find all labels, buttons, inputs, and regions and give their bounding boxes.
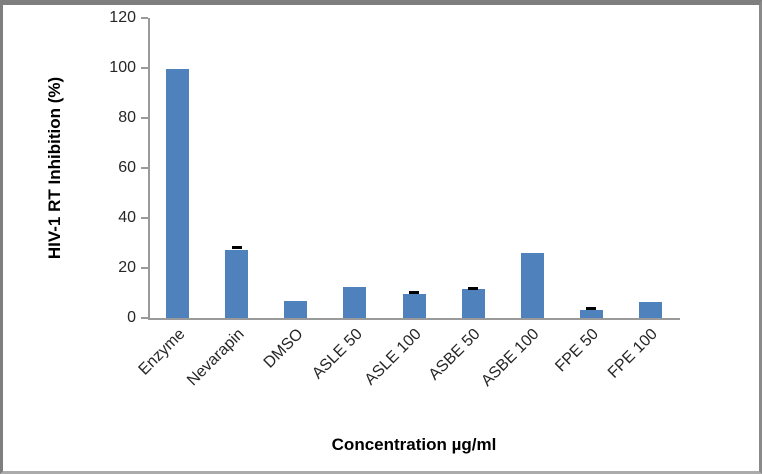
error-bar-cap: [231, 246, 242, 250]
error-bar-cap: [586, 307, 597, 311]
x-tick-label: FPE 100: [605, 325, 662, 382]
y-tick-label: 0: [127, 309, 136, 326]
x-tick-label: DMSO: [260, 325, 307, 372]
x-tick-label: FPE 50: [552, 325, 603, 376]
bar: [166, 68, 190, 318]
y-tick-label: 60: [118, 159, 136, 176]
bar: [343, 287, 367, 318]
bar: [402, 294, 426, 318]
y-tick-label: 20: [118, 259, 136, 276]
y-axis-title: HIV-1 RT Inhibition (%): [45, 76, 64, 260]
bar: [579, 310, 603, 318]
y-tick-mark: [141, 67, 148, 69]
y-tick-label: 40: [118, 209, 136, 226]
x-tick-label: ASBE 100: [478, 325, 543, 390]
y-tick-label: 100: [109, 59, 136, 76]
x-tick-label: ASLE 50: [308, 325, 366, 383]
error-bar-cap: [468, 286, 479, 290]
x-tick-label: Nevarapin: [183, 325, 248, 390]
x-tick-label: Enzyme: [135, 325, 189, 379]
bar: [461, 289, 485, 318]
y-tick-mark: [141, 17, 148, 19]
y-tick-mark: [141, 117, 148, 119]
y-tick-mark: [141, 217, 148, 219]
x-tick-label: ASLE 100: [361, 325, 425, 389]
chart-canvas: HIV-1 RT Inhibition (%) Concentration µg…: [3, 5, 759, 471]
x-axis-line: [148, 318, 680, 320]
bar: [520, 252, 544, 318]
x-axis-title: Concentration µg/ml: [331, 435, 497, 454]
x-tick-label: ASBE 50: [425, 325, 484, 384]
bar: [638, 302, 662, 318]
bar: [284, 300, 308, 318]
error-bar-cap: [409, 291, 419, 294]
bar: [225, 249, 249, 318]
y-tick-mark: [141, 167, 148, 169]
y-tick-label: 120: [109, 9, 136, 26]
y-axis-line: [148, 18, 150, 320]
y-tick-label: 80: [118, 109, 136, 126]
y-tick-mark: [141, 317, 148, 319]
y-tick-mark: [141, 267, 148, 269]
